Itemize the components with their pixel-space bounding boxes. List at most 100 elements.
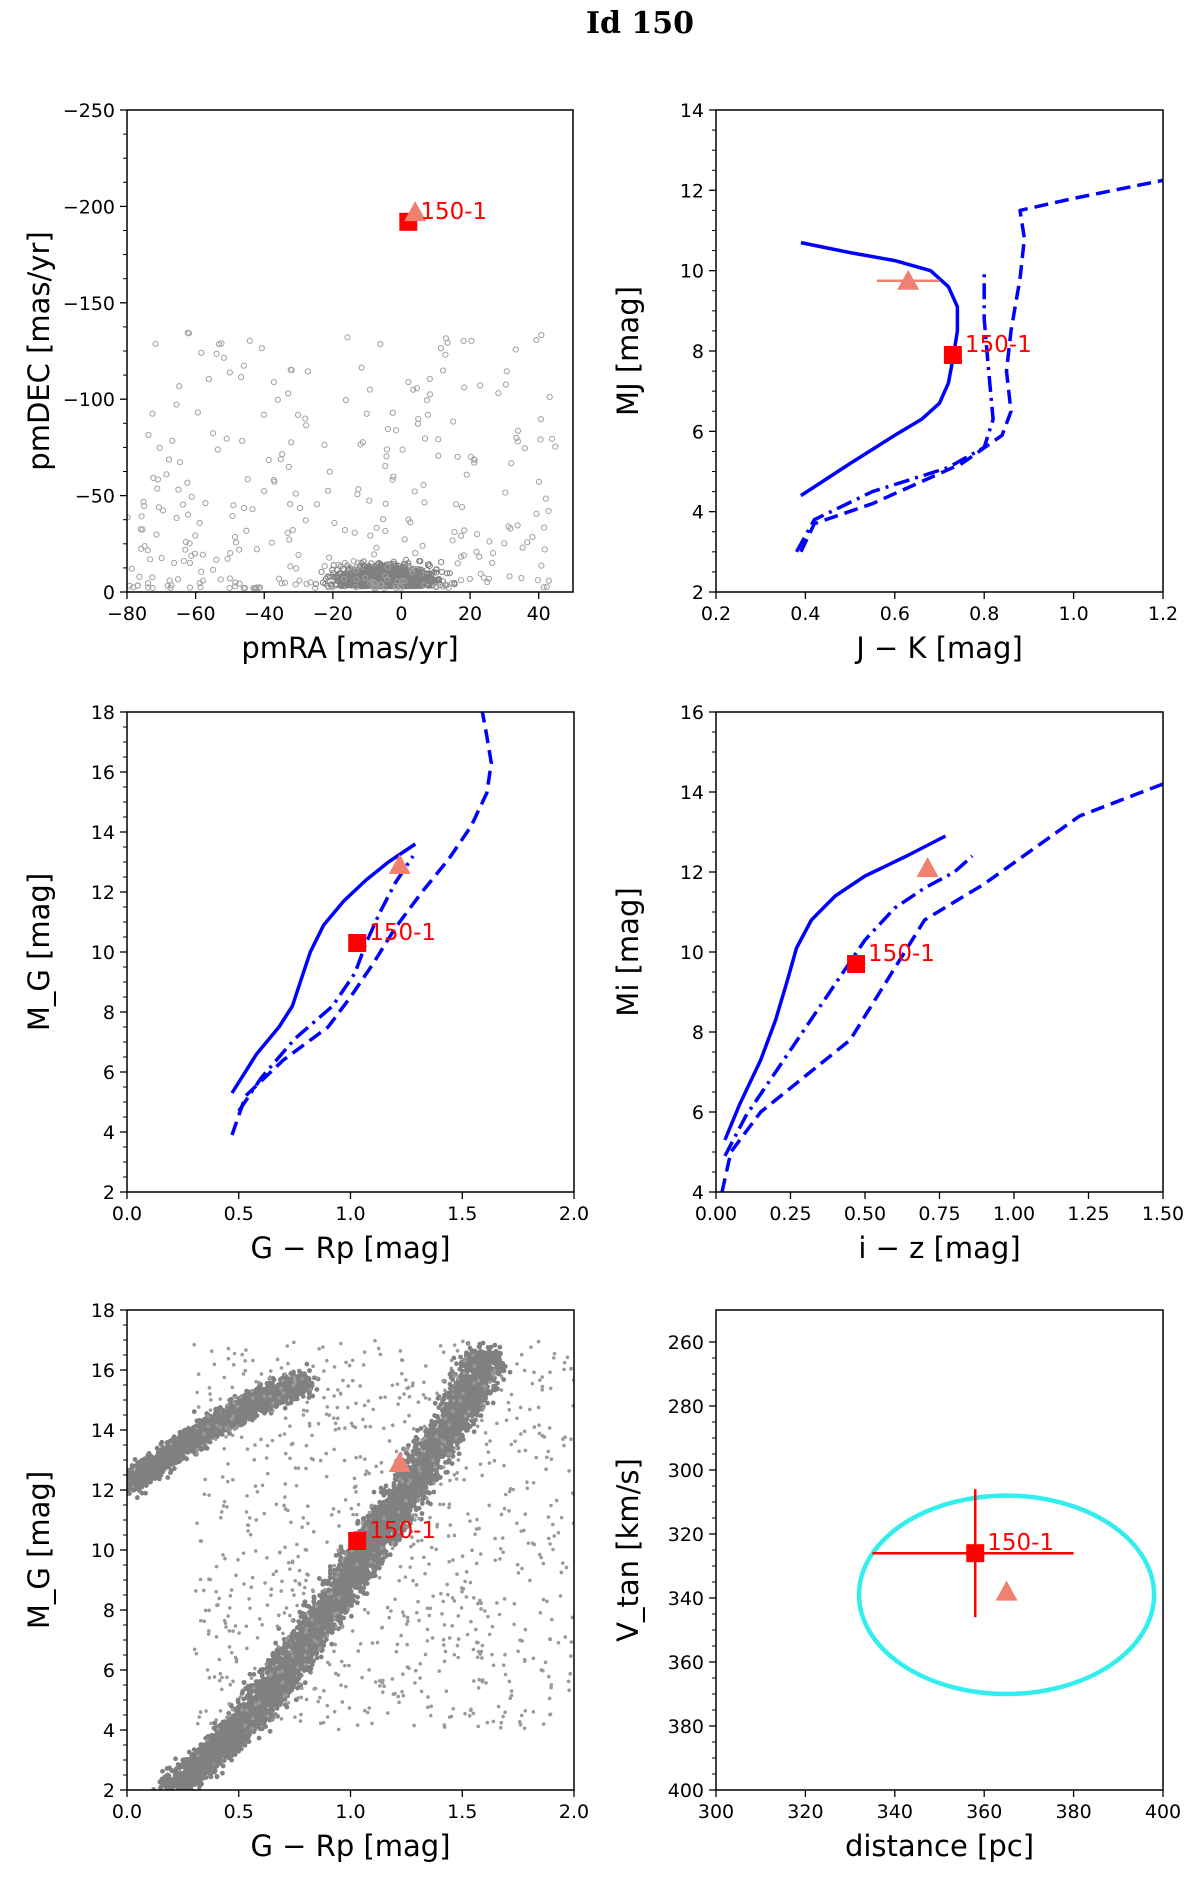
ms-star <box>450 1453 456 1459</box>
model-line-dashed <box>799 178 1163 553</box>
y-axis-label: pmDEC [mas/yr] <box>22 231 56 470</box>
field-star <box>373 544 380 551</box>
ms-star <box>449 1461 455 1466</box>
field-star <box>277 456 284 463</box>
field-stars <box>127 329 559 592</box>
model-line-dashed <box>720 782 1163 1192</box>
field-star <box>352 570 359 577</box>
field-star <box>404 559 411 567</box>
field-star <box>372 584 380 592</box>
x-axis-label: J − K [mag] <box>854 631 1023 665</box>
field-star <box>304 368 311 375</box>
field-star <box>215 341 223 348</box>
marker-150-1[interactable] <box>847 955 866 973</box>
field-star <box>325 584 332 591</box>
field-star <box>141 543 148 550</box>
marker-companion[interactable] <box>404 201 427 222</box>
marker-150-1[interactable] <box>348 934 367 952</box>
field-star <box>360 558 367 565</box>
field-star <box>353 563 360 570</box>
field-star <box>149 574 156 581</box>
x-tick-label: 0.4 <box>790 603 820 625</box>
field-star <box>209 566 217 573</box>
ms-star <box>282 1697 288 1702</box>
field-star <box>426 375 433 383</box>
field-star <box>524 539 531 546</box>
field-star <box>495 390 502 397</box>
field-star <box>548 435 556 442</box>
field-star <box>463 471 470 478</box>
field-star <box>486 538 493 545</box>
y-tick-label: 6 <box>692 1102 704 1124</box>
field-star <box>240 362 247 369</box>
plot-area <box>794 178 1163 553</box>
field-star <box>451 528 458 536</box>
ms-star <box>471 1429 477 1435</box>
field-star <box>152 340 159 347</box>
field-star <box>179 501 187 508</box>
field-star <box>296 577 303 584</box>
field-star <box>321 563 328 570</box>
field-star <box>205 376 212 383</box>
field-star <box>327 573 334 581</box>
field-star <box>249 506 256 513</box>
field-star <box>378 562 385 569</box>
field-star <box>170 559 178 567</box>
y-tick-label: 18 <box>91 702 115 724</box>
field-star <box>419 568 426 575</box>
field-star <box>331 519 338 527</box>
y-tick-label: 8 <box>103 1002 115 1024</box>
marker-companion[interactable] <box>388 854 411 874</box>
marker-150-1[interactable] <box>943 346 962 365</box>
field-star <box>461 384 468 391</box>
field-star <box>460 552 467 559</box>
field-star <box>412 567 419 574</box>
field-star <box>361 582 368 590</box>
field-star <box>514 522 521 529</box>
field-star <box>352 567 360 574</box>
field-star <box>293 565 300 572</box>
ms-star <box>318 1654 324 1660</box>
field-star <box>232 579 239 586</box>
y-tick-label: 12 <box>91 882 115 904</box>
field-star <box>476 553 483 560</box>
field-star <box>383 453 390 460</box>
y-tick-label: −200 <box>63 196 115 218</box>
field-star <box>466 575 474 583</box>
field-star <box>232 539 240 546</box>
y-tick-label: 6 <box>692 421 704 443</box>
field-star <box>217 576 224 583</box>
axes-frame <box>715 109 1164 593</box>
field-star <box>163 471 170 478</box>
field-star <box>473 531 481 538</box>
field-star <box>448 580 455 587</box>
ms-star <box>429 1418 434 1424</box>
x-axis-label: G − Rp [mag] <box>250 1231 450 1265</box>
y-tick-label: 2 <box>692 582 704 604</box>
field-star <box>347 580 355 587</box>
field-star <box>540 584 547 591</box>
marker-companion[interactable] <box>897 269 920 290</box>
field-star <box>194 409 201 416</box>
field-star <box>541 524 548 531</box>
field-star <box>382 572 389 579</box>
ms-star <box>398 1527 404 1533</box>
y-axis-label: M_G [mag] <box>22 873 56 1031</box>
field-star <box>185 330 193 337</box>
ms-star <box>419 1511 425 1516</box>
field-star <box>384 564 391 571</box>
marker-companion[interactable] <box>916 857 939 877</box>
ms-star <box>178 1793 183 1798</box>
field-star <box>176 459 184 466</box>
ms-star <box>170 1793 175 1798</box>
chart-iz: 150-10.00 0.25 0.50 0.75 1.00 1.25 1.504681012… <box>611 702 1184 1265</box>
field-star <box>265 456 272 464</box>
figure-title: Id 150 <box>585 6 695 41</box>
field-star <box>439 367 447 374</box>
field-star <box>370 551 378 558</box>
field-star <box>278 580 285 587</box>
field-star <box>468 337 475 344</box>
ms-star <box>450 1449 456 1455</box>
field-star <box>519 544 526 551</box>
field-star <box>354 491 361 498</box>
